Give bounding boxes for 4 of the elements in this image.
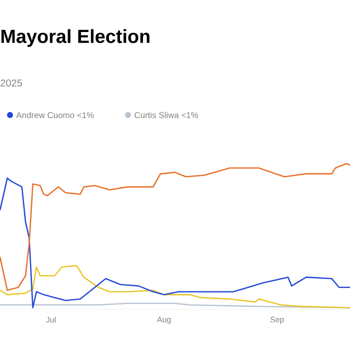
legend-label: Andrew Cuomo <1% xyxy=(16,112,94,118)
chart-title: Mayoral Election xyxy=(1,29,150,47)
chart-subtitle: 2025 xyxy=(0,79,22,87)
legend-label: Curtis Sliwa <1% xyxy=(134,112,198,118)
